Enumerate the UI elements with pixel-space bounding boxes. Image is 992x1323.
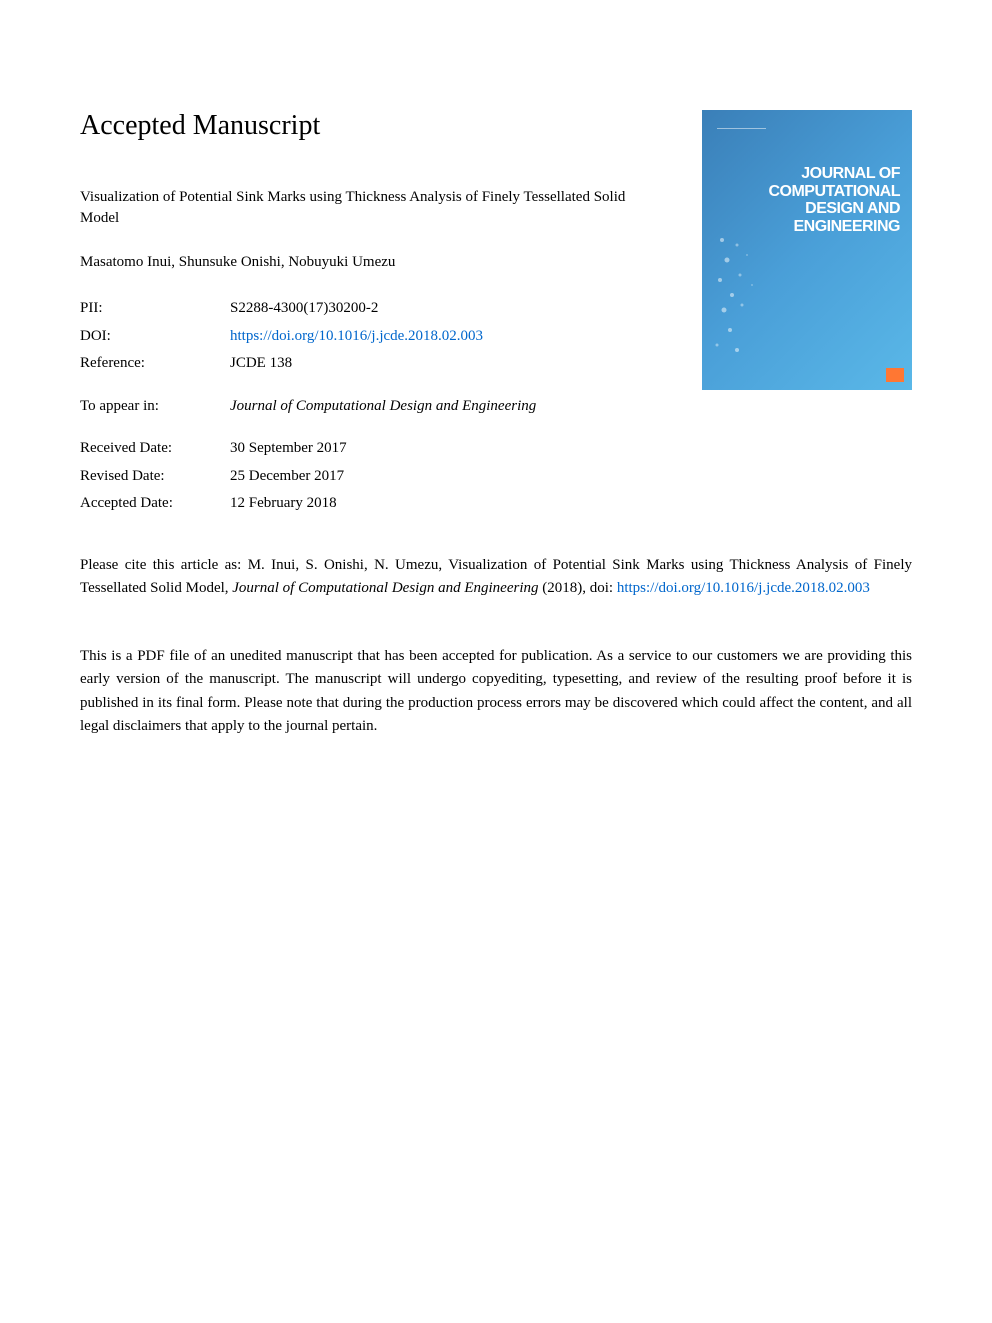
metadata-row-reference: Reference: JCDE 138 xyxy=(80,351,660,377)
cover-badge-icon xyxy=(886,368,904,382)
cover-top-text: ——————— xyxy=(717,125,766,132)
revised-value: 25 December 2017 xyxy=(230,464,660,490)
metadata-table: PII: S2288-4300(17)30200-2 DOI: https://… xyxy=(80,296,660,517)
metadata-row-revised: Revised Date: 25 December 2017 xyxy=(80,464,660,490)
metadata-row-accepted: Accepted Date: 12 February 2018 xyxy=(80,491,660,517)
citation-journal: Journal of Computational Design and Engi… xyxy=(232,580,538,596)
to-appear-value: Journal of Computational Design and Engi… xyxy=(230,394,660,420)
pii-value: S2288-4300(17)30200-2 xyxy=(230,296,660,322)
reference-label: Reference: xyxy=(80,351,230,377)
received-label: Received Date: xyxy=(80,436,230,462)
cover-title-line1: JOURNAL OF xyxy=(768,165,900,183)
cover-title-line3: DESIGN AND xyxy=(768,200,900,218)
cover-title-line2: COMPUTATIONAL xyxy=(768,183,900,201)
metadata-row-received: Received Date: 30 September 2017 xyxy=(80,436,660,462)
header-section: Accepted Manuscript Visualization of Pot… xyxy=(80,110,912,519)
journal-cover-image: ——————— JOURNAL OF COMPUTATIONAL DESIGN … xyxy=(702,110,912,390)
to-appear-label: To appear in: xyxy=(80,394,230,420)
authors: Masatomo Inui, Shunsuke Onishi, Nobuyuki… xyxy=(80,254,660,271)
metadata-row-to-appear: To appear in: Journal of Computational D… xyxy=(80,394,660,420)
citation-year: (2018), doi: xyxy=(539,580,617,596)
doi-label: DOI: xyxy=(80,324,230,350)
doi-link[interactable]: https://doi.org/10.1016/j.jcde.2018.02.0… xyxy=(230,324,660,350)
disclaimer-text: This is a PDF file of an unedited manusc… xyxy=(80,645,912,738)
accepted-manuscript-heading: Accepted Manuscript xyxy=(80,110,660,142)
cover-dots-pattern xyxy=(712,230,792,370)
citation-doi-link[interactable]: https://doi.org/10.1016/j.jcde.2018.02.0… xyxy=(617,580,870,596)
accepted-value: 12 February 2018 xyxy=(230,491,660,517)
reference-value: JCDE 138 xyxy=(230,351,660,377)
pii-label: PII: xyxy=(80,296,230,322)
cover-title: JOURNAL OF COMPUTATIONAL DESIGN AND ENGI… xyxy=(768,165,900,235)
received-value: 30 September 2017 xyxy=(230,436,660,462)
accepted-label: Accepted Date: xyxy=(80,491,230,517)
metadata-row-pii: PII: S2288-4300(17)30200-2 xyxy=(80,296,660,322)
citation-section: Please cite this article as: M. Inui, S.… xyxy=(80,554,912,601)
left-content: Accepted Manuscript Visualization of Pot… xyxy=(80,110,660,519)
article-title: Visualization of Potential Sink Marks us… xyxy=(80,187,660,229)
revised-label: Revised Date: xyxy=(80,464,230,490)
metadata-row-doi: DOI: https://doi.org/10.1016/j.jcde.2018… xyxy=(80,324,660,350)
